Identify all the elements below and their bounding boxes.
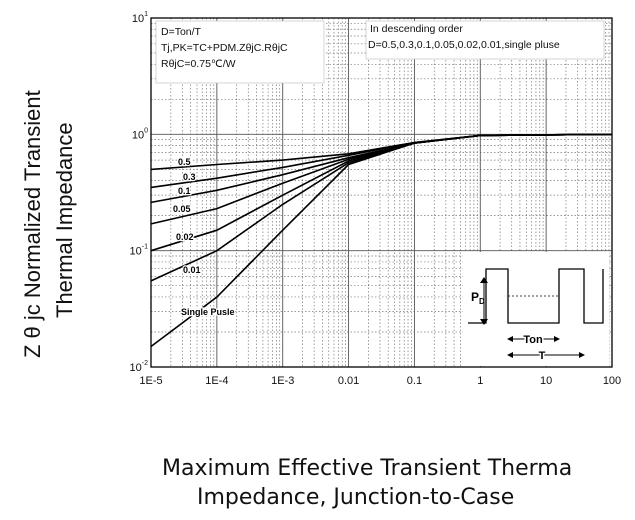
y-tick-label: 101 — [132, 11, 148, 25]
annotation-note-left: Tj,PK=TC+PDM.ZθjC.RθjC — [161, 42, 288, 54]
x-tick-label: 100 — [603, 375, 621, 387]
x-tick-label: 10 — [540, 375, 552, 387]
inset-arrowhead — [480, 277, 488, 283]
annotation-box-right — [365, 20, 605, 60]
annotation-note-right: D=0.5,0.3,0.1,0.05,0.02,0.01,single plus… — [368, 39, 560, 51]
inset-arrowhead — [480, 319, 488, 325]
y-tick-label: 10-2 — [130, 360, 149, 374]
series-label: 0.5 — [178, 157, 191, 167]
inset-background — [463, 252, 609, 366]
series-curve — [150, 133, 613, 348]
x-tick-label: 1E-4 — [205, 375, 228, 387]
plot-frame — [150, 17, 613, 368]
inset-arrowhead — [507, 336, 513, 342]
x-tick-label: 0.1 — [407, 375, 422, 387]
inset-pulse-waveform — [468, 268, 604, 324]
transient-thermal-impedance-chart: 0.5 0.3 0.1 0.05 0.02 0.01 Single Pusle 1E-5 1E-… — [130, 11, 622, 387]
series-label: 0.01 — [183, 265, 201, 275]
x-tick-label: 1 — [477, 375, 483, 387]
inset-arrowhead — [579, 352, 585, 358]
y-tick-exponent: -2 — [142, 360, 148, 367]
annotation-note-right: In descending order — [370, 23, 463, 35]
series-label: 0.05 — [173, 204, 191, 214]
annotation-note-left: RθjC=0.75℃/W — [161, 58, 236, 70]
x-axis-caption-line2: Impedance, Junction-to-Case — [197, 485, 515, 510]
series-label: 0.3 — [183, 172, 196, 182]
y-tick-exponent: 1 — [144, 11, 148, 18]
annotation-note-left: D=Ton/T — [161, 26, 202, 38]
inset-pd-subscript: D — [479, 297, 485, 306]
annotation-box-left — [155, 20, 325, 84]
inset-arrowhead — [554, 336, 560, 342]
x-axis-caption-line1: Maximum Effective Transient Therma — [162, 456, 573, 481]
inset-arrowhead — [507, 352, 513, 358]
series-label: 0.02 — [176, 232, 194, 242]
x-tick-label: 1E-3 — [271, 375, 294, 387]
y-tick-exponent: 0 — [144, 127, 148, 134]
series-label: 0.1 — [178, 186, 191, 196]
y-tick-exponent: -1 — [142, 244, 148, 251]
x-tick-label: 0.01 — [338, 375, 359, 387]
y-tick-label: 100 — [132, 127, 148, 141]
x-tick-label: 1E-5 — [139, 375, 162, 387]
inset-t-label: T — [539, 350, 546, 362]
y-tick-label: 10-1 — [130, 244, 149, 258]
inset-ton-label: Ton — [523, 334, 543, 346]
series-label: Single Pusle — [181, 307, 235, 317]
